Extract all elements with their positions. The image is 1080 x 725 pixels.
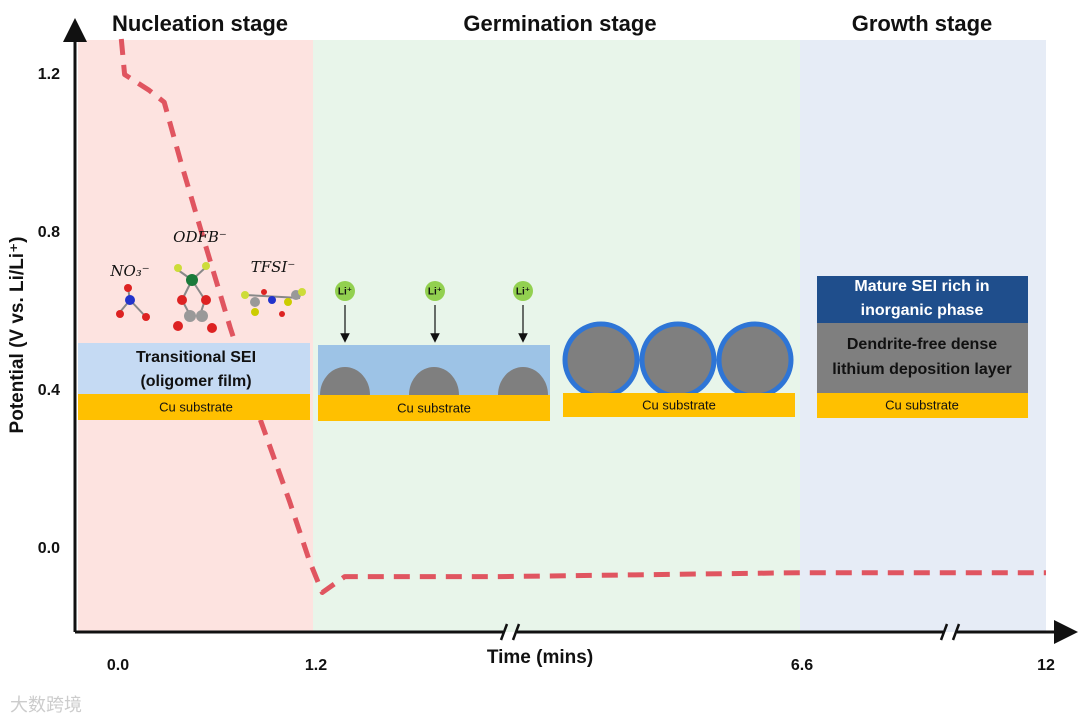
cu-substrate — [78, 394, 310, 420]
ion-label: TFSI⁻ — [251, 258, 296, 276]
y-tick-label: 0.4 — [38, 382, 60, 399]
x-tick-label: 12 — [1037, 657, 1055, 674]
nucleation-region — [78, 40, 313, 632]
x-tick-label: 6.6 — [791, 657, 813, 674]
germination-region — [313, 40, 800, 632]
li-label: Li⁺ — [516, 287, 530, 298]
sei-layer — [78, 343, 310, 394]
y-tick-label: 0.0 — [38, 540, 60, 557]
molecule-icons — [116, 262, 306, 333]
watermark: 大数跨境 — [10, 695, 82, 715]
li-label: Li⁺ — [428, 287, 442, 298]
y-axis-label: Potential (V vs. Li/Li⁺) — [7, 237, 28, 434]
x-tick-label: 0.0 — [107, 657, 129, 674]
ion-label: ODFB⁻ — [173, 228, 227, 246]
mature-sei — [817, 276, 1028, 323]
li-layer — [817, 323, 1028, 393]
stage-title: Nucleation stage — [112, 11, 288, 36]
cu-label: Cu substrate — [397, 400, 471, 415]
li-ions — [335, 281, 533, 343]
axes — [63, 18, 1078, 644]
cu-substrate — [563, 393, 795, 417]
y-tick-label: 1.2 — [38, 66, 60, 83]
cu-label: Cu substrate — [159, 399, 233, 414]
y-tick-label: 0.8 — [38, 224, 60, 241]
li-label: Li⁺ — [338, 287, 352, 298]
plot-area — [118, 38, 1046, 595]
layer-label: Dendrite-free dense — [847, 336, 997, 353]
cu-substrate — [817, 393, 1028, 418]
sei-label: Mature SEI rich in — [854, 278, 989, 295]
x-tick-label: 1.2 — [305, 657, 327, 674]
layer-label: lithium deposition layer — [832, 361, 1012, 378]
stage-title: Germination stage — [463, 11, 656, 36]
sei-label: Transitional SEI — [136, 349, 256, 366]
cu-label: Cu substrate — [642, 397, 716, 412]
axis-break — [499, 623, 961, 641]
sei-label: (oligomer film) — [140, 373, 251, 390]
stage-title: Growth stage — [852, 11, 993, 36]
diagrams: NO₃⁻ ODFB⁻ TFSI⁻ Transitional SEI (oligo… — [78, 228, 1028, 421]
x-axis-label: Time (mins) — [487, 647, 593, 668]
ion-label: NO₃⁻ — [109, 262, 149, 280]
cu-label: Cu substrate — [885, 397, 959, 412]
li-nuclei — [320, 367, 548, 395]
potential-curve — [118, 38, 1046, 595]
li-grains — [562, 321, 794, 399]
sei-label: inorganic phase — [861, 302, 984, 319]
cu-substrate — [318, 395, 550, 421]
